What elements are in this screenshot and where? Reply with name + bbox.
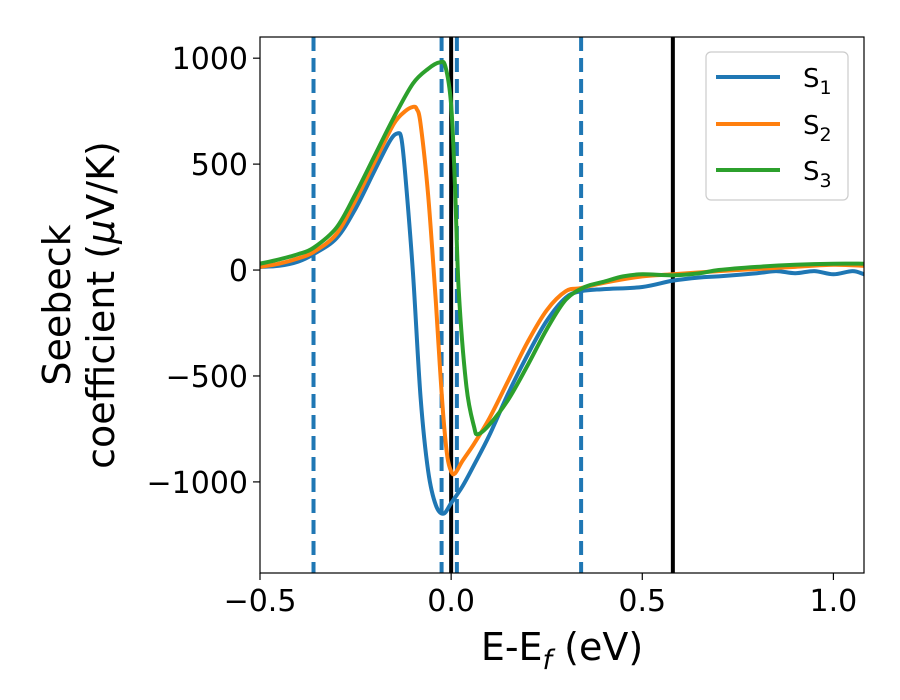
legend: S1 S2 S3 [705,51,849,201]
y-axis-title-line1: Seebeck [35,224,79,385]
x-axis-title-unit: (eV) [552,625,643,669]
series-line-s3 [260,59,864,437]
legend-label-s1: S1 [803,64,832,99]
legend-label-s2-base: S [803,111,820,141]
vertical-reference-lines [311,37,675,573]
legend-label-s3: S3 [803,157,832,192]
legend-entry-s2: S2 [716,111,832,146]
y-tick-label: −1000 [147,466,248,501]
series-lines [260,59,864,516]
y-tick-label: 0 [229,254,248,289]
x-tick-label: 0.0 [427,584,475,619]
x-tick-label: 0.5 [618,584,666,619]
y-tick-label: −500 [166,360,248,395]
y-tick-label: 500 [191,148,248,183]
legend-entry-s1: S1 [716,64,832,99]
legend-entry-s3: S3 [716,157,832,192]
legend-label-s3-sub: 3 [820,170,832,192]
series-line-s1 [260,131,864,516]
legend-label-s2: S2 [803,111,832,146]
y-axis-title-unit: V/K) [79,141,123,220]
plot-frame [259,36,865,574]
x-axis-title-main: E-E [481,625,543,669]
legend-label-s3-base: S [803,157,820,187]
y-axis-title: Seebeck coefficient (μV/K) [35,141,123,469]
y-axis-ticks: 1000 500 0 −500 −1000 [147,42,260,501]
y-axis-title-text: coefficient ( [79,244,123,469]
y-axis-title-mu: μ [79,220,123,245]
y-axis-title-line2: coefficient (μV/K) [79,141,123,469]
y-tick-label: 1000 [172,42,248,77]
legend-label-s1-base: S [803,64,820,94]
legend-label-s2-sub: 2 [820,124,832,146]
legend-label-s1-sub: 1 [820,77,832,99]
x-axis-title: E-Ef (eV) [481,625,643,676]
x-tick-label: 1.0 [810,584,858,619]
x-axis-ticks: −0.5 0.0 0.5 1.0 [224,573,858,619]
x-tick-label: −0.5 [224,584,297,619]
